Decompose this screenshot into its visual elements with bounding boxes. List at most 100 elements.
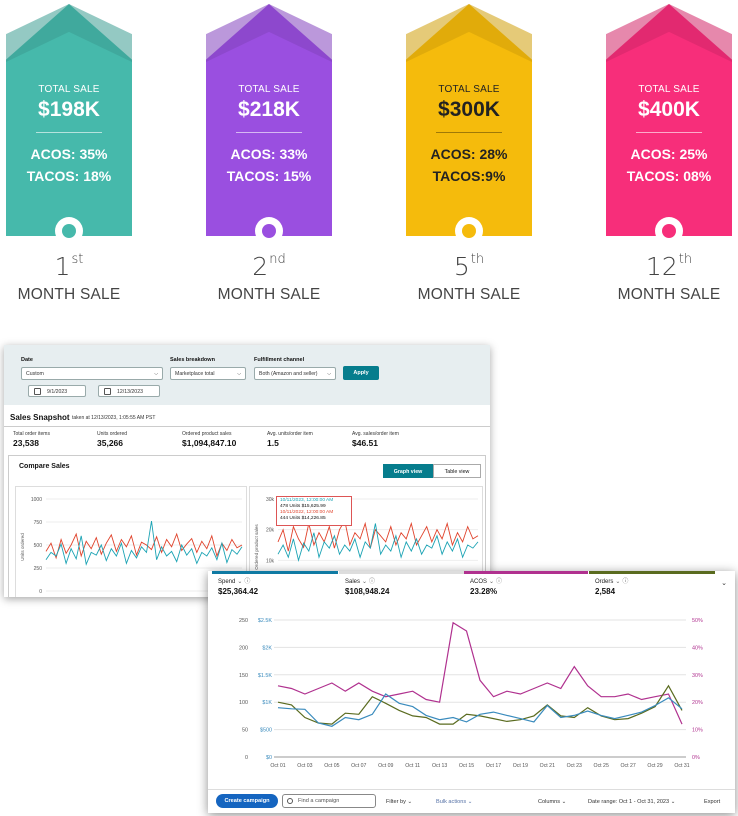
channel-select[interactable]: Both (Amazon and seller) ⌵ bbox=[254, 367, 336, 380]
x-tick-label: Oct 31 bbox=[674, 763, 689, 769]
x-tick-label: Oct 13 bbox=[432, 763, 447, 769]
info-icon: ⓘ bbox=[369, 579, 376, 585]
y-tick-label: 1000 bbox=[31, 497, 42, 503]
x-tick-label: Oct 09 bbox=[378, 763, 393, 769]
columns-dropdown[interactable]: Columns ⌄ bbox=[538, 799, 567, 805]
tag-month-2: TOTAL SALE $218K ACOS: 33% TACOS: 15% bbox=[206, 4, 332, 245]
month-label: MONTH SALE bbox=[17, 286, 121, 303]
series-line bbox=[277, 684, 683, 725]
metric-card-name: Sales bbox=[345, 579, 361, 585]
search-icon bbox=[287, 798, 293, 804]
chevron-down-icon: ⌄ bbox=[362, 579, 368, 585]
tacos-value: TACOS: 08% bbox=[626, 168, 712, 184]
metric-card-value: $25,364.42 bbox=[218, 587, 259, 596]
snapshot-title: Sales Snapshot bbox=[10, 413, 70, 422]
y-tick-label: $500 bbox=[260, 728, 272, 734]
series-line bbox=[277, 693, 683, 727]
series-line bbox=[277, 523, 479, 563]
metric-total-order-items: Total order items 23,538 bbox=[13, 431, 50, 448]
channel-label: Fulfillment channel bbox=[254, 357, 305, 363]
total-sale-value: $300K bbox=[438, 98, 500, 121]
tacos-value: TACOS: 18% bbox=[26, 168, 112, 184]
total-sale-value: $218K bbox=[238, 98, 300, 121]
ring-dot bbox=[62, 224, 76, 238]
metric-avg-units: Avg. units/order item 1.5 bbox=[267, 431, 313, 448]
date-range-dropdown[interactable]: Date range: Oct 1 - Oct 31, 2023 ⌄ bbox=[588, 799, 676, 805]
y-tick-label: $2.5K bbox=[258, 618, 272, 624]
month-label: MONTH SALE bbox=[617, 286, 721, 303]
calendar-icon bbox=[104, 388, 111, 395]
bulk-actions-dropdown[interactable]: Bulk actions ⌄ bbox=[436, 799, 473, 805]
acos-value: ACOS: 25% bbox=[630, 146, 708, 162]
metric-value: 35,266 bbox=[97, 438, 123, 448]
metric-units-ordered: Units ordered 35,266 bbox=[97, 431, 127, 448]
campaign-dashboard-screenshot: Spend ⌄ ⓘ $25,364.42 Sales ⌄ ⓘ $108,948.24 A… bbox=[208, 571, 735, 813]
x-tick-label: Oct 23 bbox=[567, 763, 582, 769]
metric-avg-sales: Avg. sales/order item $46.51 bbox=[352, 431, 399, 448]
y-tick-label: 20% bbox=[692, 700, 703, 706]
x-tick-label: Oct 29 bbox=[647, 763, 662, 769]
snapshot-header: Sales Snapshot taken at 12/13/2023, 1:05… bbox=[4, 407, 490, 427]
metric-ordered-product-sales: Ordered product sales $1,094,847.10 bbox=[182, 431, 236, 448]
info-icon: ⓘ bbox=[244, 579, 251, 585]
x-tick-label: Oct 27 bbox=[620, 763, 635, 769]
tooltip-line: 444 Units $14,226.85 bbox=[280, 516, 326, 521]
month-number: 2nd bbox=[252, 252, 286, 281]
create-campaign-button[interactable]: Create campaign bbox=[216, 794, 278, 808]
metric-card-spend[interactable]: Spend ⌄ ⓘ $25,364.42 bbox=[212, 571, 338, 598]
table-view-button[interactable]: Table view bbox=[433, 464, 481, 478]
date-select[interactable]: Custom ⌵ bbox=[21, 367, 163, 380]
metric-card-value: 2,584 bbox=[595, 587, 616, 596]
total-sale-label: TOTAL SALE bbox=[638, 84, 700, 95]
acos-value: ACOS: 35% bbox=[30, 146, 108, 162]
y-tick-label: 10% bbox=[692, 728, 703, 734]
x-tick-label: Oct 25 bbox=[594, 763, 609, 769]
x-tick-label: Oct 11 bbox=[405, 763, 420, 769]
y-tick-label: $2K bbox=[262, 645, 272, 651]
info-icon: ⓘ bbox=[622, 579, 629, 585]
apply-button[interactable]: Apply bbox=[343, 366, 379, 380]
month-number: 5th bbox=[453, 252, 485, 281]
metric-card-sales[interactable]: Sales ⌄ ⓘ $108,948.24 bbox=[339, 571, 465, 598]
metric-label: Units ordered bbox=[97, 431, 128, 437]
metric-card-name: ACOS bbox=[470, 579, 488, 585]
info-icon: ⓘ bbox=[496, 579, 503, 585]
date-from-input[interactable]: 9/1/2023 bbox=[28, 385, 86, 397]
filter-by-dropdown[interactable]: Filter by ⌄ bbox=[386, 799, 413, 805]
y-tick-label: 30k bbox=[266, 497, 275, 503]
chevron-down-icon: ⌄ bbox=[489, 579, 495, 585]
metric-card-orders[interactable]: Orders ⌄ ⓘ 2,584 bbox=[589, 571, 715, 598]
tag-month-5: TOTAL SALE $300K ACOS: 28% TACOS:9% bbox=[406, 4, 532, 245]
y-axis-label: Units ordered bbox=[20, 533, 25, 561]
graph-view-button[interactable]: Graph view bbox=[383, 464, 433, 478]
acos-value: ACOS: 28% bbox=[430, 146, 508, 162]
expand-chevron-icon[interactable]: ⌄ bbox=[721, 580, 727, 587]
y-tick-label: $1.5K bbox=[258, 673, 272, 679]
tooltip-line: 478 Units $15,625.99 bbox=[280, 504, 326, 509]
y-tick-label: $0 bbox=[266, 755, 272, 761]
ring-icon bbox=[255, 217, 283, 245]
total-sale-value: $400K bbox=[638, 98, 700, 121]
tacos-value: TACOS:9% bbox=[432, 168, 506, 184]
metric-card-acos[interactable]: ACOS ⌄ ⓘ 23.28% bbox=[464, 571, 588, 598]
metric-label: Total order items bbox=[13, 431, 50, 437]
chevron-down-icon: ⌵ bbox=[327, 371, 331, 377]
x-tick-label: Oct 01 bbox=[270, 763, 285, 769]
export-button[interactable]: Export bbox=[704, 799, 721, 805]
month-number: 1st bbox=[54, 252, 84, 281]
metric-card-value: 23.28% bbox=[470, 587, 498, 596]
y-tick-label: 0 bbox=[245, 755, 248, 761]
x-tick-label: Oct 19 bbox=[513, 763, 528, 769]
total-sale-label: TOTAL SALE bbox=[238, 84, 300, 95]
breakdown-select[interactable]: Marketplace total ⌵ bbox=[170, 367, 246, 380]
metric-value: $1,094,847.10 bbox=[182, 438, 237, 448]
month-label: MONTH SALE bbox=[417, 286, 521, 303]
month-number: 12th bbox=[645, 252, 693, 281]
campaign-search-input[interactable]: Find a campaign bbox=[282, 794, 376, 808]
ring-dot bbox=[262, 224, 276, 238]
calendar-icon bbox=[34, 388, 41, 395]
y-tick-label: 0 bbox=[39, 589, 42, 595]
breakdown-label: Sales breakdown bbox=[170, 357, 215, 363]
x-tick-label: Oct 07 bbox=[351, 763, 366, 769]
date-to-input[interactable]: 12/13/2023 bbox=[98, 385, 160, 397]
